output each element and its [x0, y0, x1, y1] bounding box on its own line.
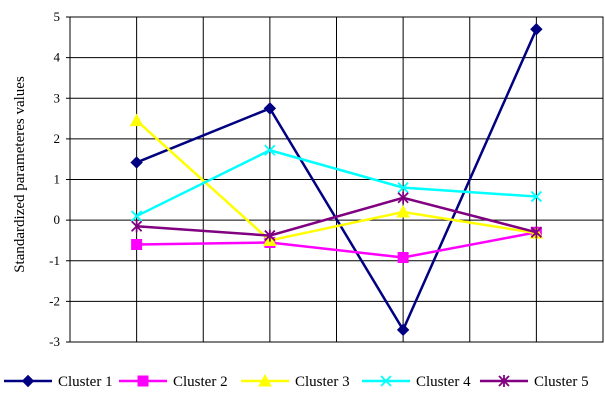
data-point	[264, 144, 276, 156]
y-tick-label: -3	[49, 334, 60, 349]
data-point	[130, 156, 143, 169]
gridlines	[70, 16, 603, 343]
legend-marker	[137, 375, 149, 387]
legend-marker	[498, 375, 510, 387]
data-point	[396, 323, 410, 337]
data-point	[130, 210, 143, 222]
legend-label: Cluster 3	[295, 374, 350, 390]
series-line	[136, 148, 537, 218]
legend-item: Cluster 1	[4, 374, 113, 390]
y-tick-label: -2	[49, 293, 60, 308]
series-layer	[129, 22, 544, 337]
legend-label: Cluster 5	[534, 374, 589, 390]
y-tick-label: 5	[54, 9, 61, 24]
legend: Cluster 1 Cluster 2 Cluster 3 Cluster 4 Clus…	[4, 373, 589, 390]
legend-label: Cluster 2	[173, 374, 228, 390]
y-tick-label: 3	[54, 90, 61, 105]
data-point	[397, 181, 409, 194]
legend-label: Cluster 4	[416, 374, 471, 390]
legend-marker	[21, 374, 35, 388]
legend-label: Cluster 1	[58, 374, 113, 390]
legend-marker	[258, 373, 272, 387]
data-point	[530, 226, 543, 239]
y-tick-label: 1	[54, 172, 61, 187]
data-point	[131, 239, 143, 250]
legend-item: Cluster 2	[119, 374, 228, 390]
data-point	[130, 220, 143, 233]
y-tick-label: 0	[54, 212, 61, 227]
y-axis-ticks: 5 4 3 2 1 0 -1 -2 -3	[49, 9, 70, 349]
data-point	[397, 191, 409, 204]
series-line	[136, 196, 537, 237]
series-line	[135, 119, 537, 242]
data-point	[264, 229, 276, 242]
series-line	[136, 28, 538, 333]
data-point	[530, 190, 543, 203]
legend-item: Cluster 4	[362, 374, 471, 390]
series-1	[130, 22, 543, 337]
data-point	[397, 252, 409, 263]
legend-item: Cluster 5	[480, 374, 589, 390]
series-4	[130, 144, 543, 222]
data-point	[263, 102, 277, 115]
y-tick-label: 2	[54, 131, 61, 146]
y-tick-label: 4	[54, 50, 61, 65]
plot-area: 5 4 3 2 1 0 -1 -2 -3	[49, 9, 604, 349]
y-axis-label: Standardized parameteres values	[12, 76, 28, 273]
legend-item: Cluster 3	[241, 373, 350, 390]
series-line	[136, 231, 537, 259]
data-point	[530, 22, 543, 36]
legend-marker	[380, 375, 392, 387]
data-point	[396, 204, 410, 218]
y-tick-label: -1	[49, 253, 60, 268]
data-point	[129, 113, 144, 127]
series-5	[130, 191, 543, 242]
